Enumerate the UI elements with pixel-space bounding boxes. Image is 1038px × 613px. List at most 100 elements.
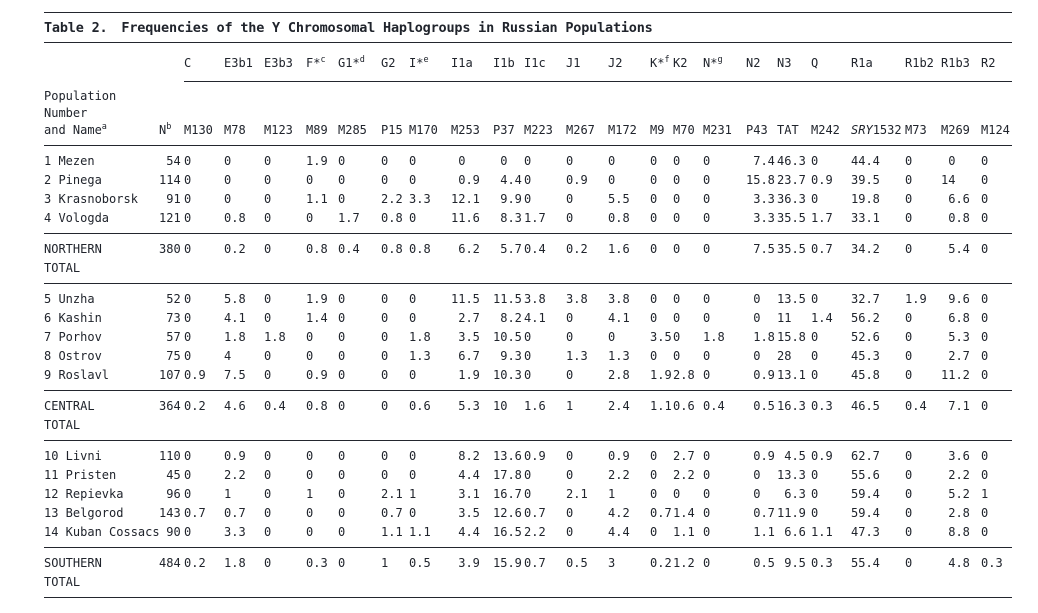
value-cell: 3.3 [224, 524, 246, 539]
value-cell: 57 [159, 329, 181, 344]
haplogroup-header: I1b [493, 43, 524, 82]
haplogroup-header: I*e [409, 43, 451, 82]
value-cell: 0 [409, 291, 417, 306]
population-name-cell: 8 Ostrov [44, 348, 102, 363]
total-value-cell: 0.4 [703, 389, 746, 441]
total-value-cell: 3 [608, 546, 650, 598]
marker-header-row: Population Number and Namea Nb M130 M78 M123 M8… [44, 81, 1012, 146]
value-cell: 0 [264, 367, 272, 382]
value-cell: 0 [184, 329, 192, 344]
value-cell: 0 [703, 210, 711, 225]
value-cell: 8.2 [493, 310, 522, 325]
value-cell: 0 [981, 153, 989, 168]
value-cell: 0 [981, 191, 989, 206]
table-number: Table 2. [44, 20, 108, 36]
value-cell: 45 [159, 467, 181, 482]
table-header: C E3b1 E3b3 F*c G1*d G2 I*e I1a I1b I1c J1 J2 K*f K2 N… [44, 43, 1012, 146]
value-cell: 28 [777, 348, 792, 363]
value-cell: 6.7 [451, 348, 480, 363]
value-cell: 0 [184, 291, 192, 306]
value-cell: 3.1 [451, 486, 480, 501]
total-value-cell: 0.4 [264, 389, 306, 441]
value-cell: 1.8 [264, 329, 286, 344]
value-cell: 0 [264, 191, 272, 206]
population-name-cell: 2 Pinega [44, 172, 102, 187]
value-cell: 0 [941, 153, 956, 168]
value-cell: 0 [184, 153, 192, 168]
total-value-cell: 1 [566, 389, 608, 441]
value-cell: 143 [159, 505, 181, 520]
total-value-cell: 1.6 [524, 389, 566, 441]
total-value-cell: 0.3 [811, 389, 851, 441]
value-cell: 2.7 [673, 448, 695, 463]
value-cell: 0 [409, 367, 417, 382]
value-cell: 0.8 [224, 210, 246, 225]
value-cell: 1.1 [409, 524, 431, 539]
value-cell: 0 [650, 291, 658, 306]
total-value-cell: 16.3 [777, 389, 811, 441]
value-cell: 7.5 [224, 367, 246, 382]
value-cell: 91 [159, 191, 181, 206]
value-cell: 4.1 [524, 310, 546, 325]
value-cell: 0 [338, 448, 346, 463]
value-cell: 0.9 [184, 367, 206, 382]
value-cell: 3.3 [746, 191, 775, 206]
total-value-cell: 15.9 [493, 546, 524, 598]
value-cell: 2.8 [941, 505, 970, 520]
value-cell: 0 [381, 310, 389, 325]
value-cell: 2.7 [451, 310, 480, 325]
value-cell: 0 [409, 210, 417, 225]
marker-header: M124 [981, 81, 1012, 146]
total-value-cell: 0.2 [224, 232, 264, 284]
value-cell: 96 [159, 486, 181, 501]
value-cell: 1.9 [650, 367, 672, 382]
value-cell: 0 [981, 210, 989, 225]
total-value-cell: 0.8 [381, 232, 409, 284]
total-value-cell: 0.8 [409, 232, 451, 284]
value-cell: 35.5 [777, 210, 806, 225]
value-cell: 0.7 [381, 505, 403, 520]
value-cell: 0 [905, 329, 913, 344]
total-value-cell: 34.2 [851, 232, 905, 284]
total-value-cell: 0.5 [409, 546, 451, 598]
value-cell: 2.8 [673, 367, 695, 382]
value-cell: 0 [981, 329, 989, 344]
value-cell: 0 [524, 467, 532, 482]
value-cell: 3.5 [650, 329, 672, 344]
value-cell: 0 [306, 348, 314, 363]
marker-header: M223 [524, 81, 566, 146]
value-cell: 0 [703, 172, 711, 187]
population-row: 5 Unzha 52 0 5.8 0 1.9 0 0 0 11.5 11.5 3.8 3.8 3.8 0 0… [44, 283, 1012, 309]
value-cell: 0 [905, 210, 913, 225]
marker-header: M130 [184, 81, 224, 146]
value-cell: 8.2 [451, 448, 480, 463]
value-cell: 11.6 [451, 210, 480, 225]
value-cell: 15.8 [777, 329, 806, 344]
total-value-cell: 1.2 [673, 546, 703, 598]
value-cell: 90 [159, 524, 181, 539]
haplogroup-header: R2 [981, 43, 1012, 82]
value-cell: 0 [306, 172, 314, 187]
haplogroup-header: E3b1 [224, 43, 264, 82]
total-value-cell: 3.9 [451, 546, 493, 598]
total-value-cell: 2.4 [608, 389, 650, 441]
value-cell: 0 [905, 153, 913, 168]
population-row: 12 Repievka 96 0 1 0 1 0 2.1 1 3.1 16.7 0 2.1 1 0 0 0 … [44, 485, 1012, 504]
value-cell: 2.2 [224, 467, 246, 482]
value-cell: 0 [224, 153, 232, 168]
value-cell: 0 [338, 348, 346, 363]
value-cell: 12.6 [493, 505, 522, 520]
value-cell: 0 [811, 329, 819, 344]
value-cell: 0 [264, 291, 272, 306]
marker-header: P37 [493, 81, 524, 146]
population-row: 11 Pristen 45 0 2.2 0 0 0 0 0 4.4 17.8 0 0 2.2 0 2.2 0… [44, 466, 1012, 485]
value-cell: 0.9 [306, 367, 328, 382]
value-cell: 4 [224, 348, 232, 363]
value-cell: 0 [811, 348, 819, 363]
total-value-cell: 35.5 [777, 232, 811, 284]
population-name-cell: 13 Belgorod [44, 505, 124, 520]
total-value-cell: 0 [650, 232, 673, 284]
table-title-text: Frequencies of the Y Chromosomal Haplogr… [121, 20, 653, 36]
total-value-cell: 0 [905, 546, 941, 598]
population-row: 14 Kuban Cossacs 90 0 3.3 0 0 0 1.1 1.1 4.4 16.5… [44, 523, 1012, 548]
